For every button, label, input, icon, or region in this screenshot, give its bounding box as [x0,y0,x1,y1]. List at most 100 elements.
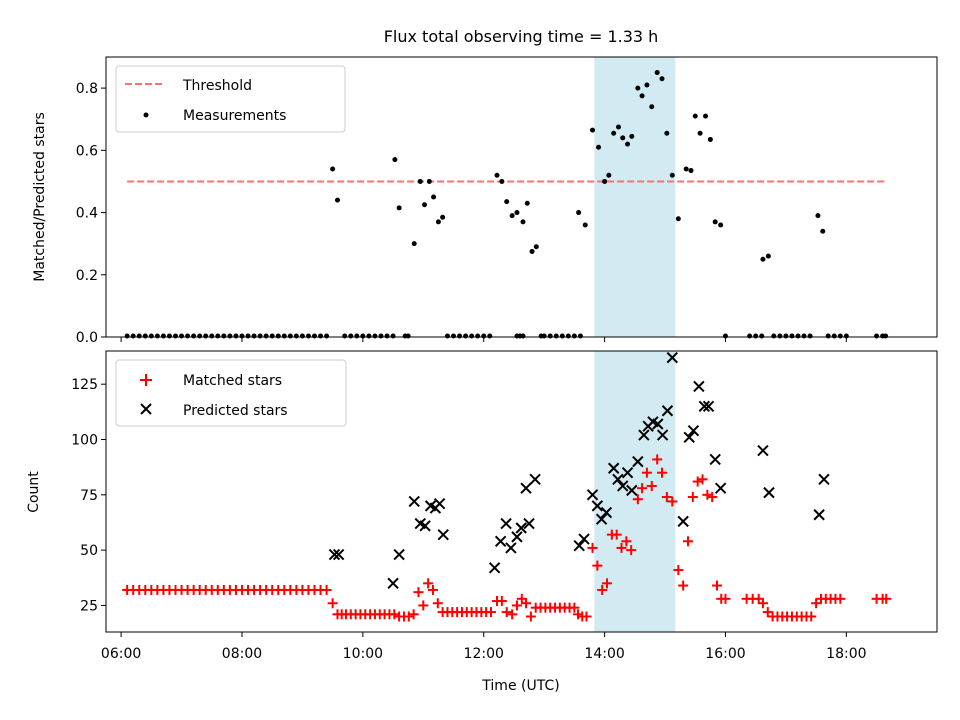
predicted-star-marker [698,400,711,413]
measurement-point [820,228,826,234]
predicted-star-marker [408,495,420,508]
measurement-point [541,333,547,339]
predicted-star-marker [709,453,721,466]
y-tick-label: 0.4 [76,206,98,222]
measurement-point [883,333,889,339]
matched-star-marker [432,598,443,609]
bottom-legend-box [115,359,347,427]
measurement-point [707,136,713,142]
measurement-point [683,166,689,172]
measurement-point [148,333,154,339]
y-tick-label: 0.0 [76,330,98,346]
matched-star-marker [835,593,846,604]
measurement-point [659,76,665,82]
matched-legend-label: Matched stars [183,373,282,389]
matched-star-marker [646,480,657,491]
measurement-point [185,333,191,339]
measurement-point [431,194,437,200]
predicted-star-marker [488,562,501,574]
y-tick-label: 25 [80,598,98,614]
top-legend: Threshold Measurements [115,65,346,133]
measurement-point [173,333,179,339]
measurement-point [318,333,324,339]
predicted-star-marker [529,473,541,486]
measurement-point [529,248,535,254]
measurement-point [421,202,427,208]
measurement-point [451,333,457,339]
matched-star-marker [389,609,400,620]
measurement-point [305,333,311,339]
measurement-point [130,333,136,339]
measurement-point [697,130,703,136]
matched-star-marker [697,474,708,485]
measurement-point [124,333,130,339]
measurement-point [312,333,318,339]
matched-star-marker [692,476,703,487]
measurement-point [457,333,463,339]
measurement-point [293,333,299,339]
predicted-star-marker [393,548,405,561]
predicted-star-marker [520,482,532,494]
matched-star-marker [321,584,332,595]
predicted-star-marker [607,462,620,474]
y-tick-label: 100 [71,433,98,449]
measurement-point [215,333,221,339]
measurement-point [487,333,493,339]
matched-star-marker [762,607,773,618]
measurement-point [559,333,565,339]
measurement-point [533,244,539,250]
measurement-point [692,113,698,119]
predicted-star-marker [600,506,613,519]
matched-star-marker [581,611,592,622]
measurement-point [565,333,571,339]
predicted-star-marker [617,480,629,492]
measurement-point [582,222,588,228]
matched-star-marker [418,600,429,611]
measurement-point [625,141,631,147]
matched-star-marker [657,467,668,478]
measurement-point [547,333,553,339]
measurement-point [257,333,263,339]
bottom-plot-frame [105,350,938,633]
measurement-point [154,333,160,339]
measurement-point [620,135,626,141]
measurement-point [275,333,281,339]
matched-star-marker [597,584,608,595]
measurement-point [596,144,602,150]
y-tick-label: 0.8 [76,81,98,97]
predicted-star-marker [818,473,830,486]
matched-star-marker [687,492,698,503]
measurement-point [765,253,771,259]
measurement-point [160,333,166,339]
x-axis-label: Time (UTC) [481,678,559,694]
predicted-star-marker [328,548,341,561]
measurement-point [712,219,718,225]
measurement-point [287,333,293,339]
measurement-point [166,333,172,339]
matched-star-marker [626,545,637,556]
measurement-point [777,333,783,339]
measurement-point [629,133,635,139]
measurement-point [801,333,807,339]
measurement-point [142,333,148,339]
predicted-star-marker [523,517,535,530]
matched-star-marker [673,565,684,576]
measurement-point [509,213,515,219]
highlight-region [594,57,676,337]
measurement-point [440,214,446,220]
measurement-point [553,333,559,339]
matched-star-marker [652,454,663,465]
measurement-point [499,178,505,184]
measurement-point [245,333,251,339]
measurement-point [825,333,831,339]
measurement-point [384,333,390,339]
measurement-point [675,216,681,222]
matched-star-marker [667,496,678,507]
measurement-point [590,127,596,133]
y-tick-label: 0.6 [76,143,98,159]
predicted-star-marker [702,400,715,413]
matched-star-marker [507,609,518,620]
measurement-point [771,333,777,339]
measurement-point [263,333,269,339]
